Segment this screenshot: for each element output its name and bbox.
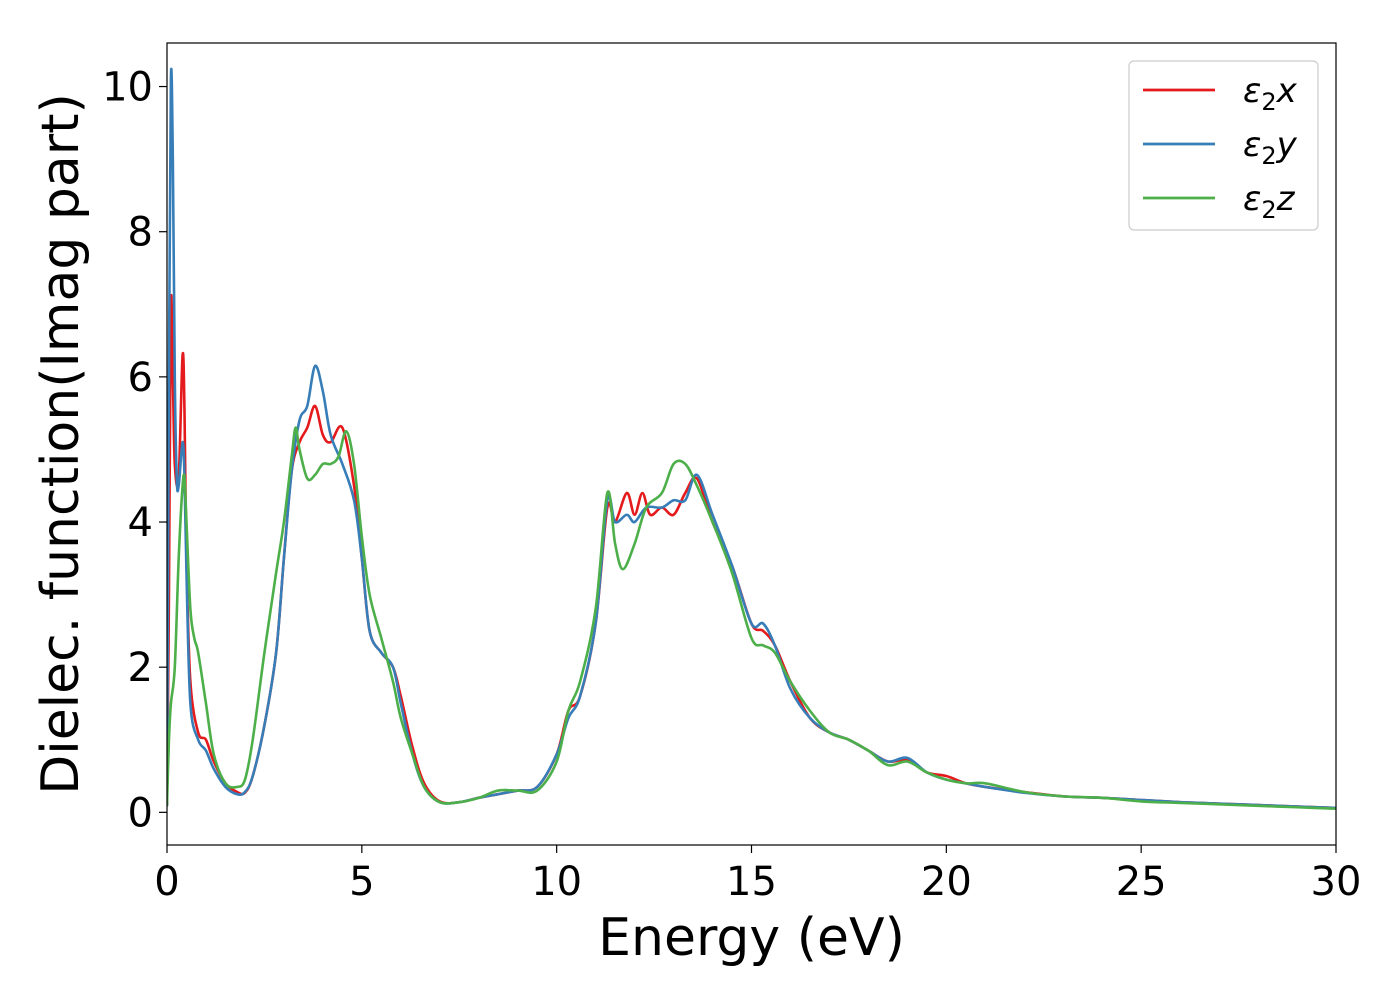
legend-label-subscript: 2 bbox=[1261, 196, 1276, 224]
x-tick-label: 5 bbox=[349, 859, 374, 905]
legend-label-z: ε2z bbox=[1243, 179, 1296, 224]
x-tick-label: 0 bbox=[154, 859, 179, 905]
y-tick-label: 6 bbox=[128, 355, 153, 401]
legend-label-y: ε2y bbox=[1243, 125, 1298, 170]
legend-label-subscript: 2 bbox=[1261, 88, 1276, 116]
legend-label-x: ε2x bbox=[1243, 71, 1298, 116]
y-tick-label: 0 bbox=[128, 790, 153, 836]
x-tick-label: 25 bbox=[1116, 859, 1167, 905]
x-tick-label: 15 bbox=[726, 859, 777, 905]
x-tick-label: 20 bbox=[921, 859, 972, 905]
y-tick-label: 10 bbox=[102, 65, 153, 111]
x-axis-title: Energy (eV) bbox=[598, 908, 905, 968]
legend-label-variable: z bbox=[1276, 179, 1296, 219]
y-tick-label: 8 bbox=[128, 210, 153, 256]
y-axis-title: Dielec. function(Imag part) bbox=[31, 93, 91, 795]
legend-box bbox=[1128, 60, 1319, 231]
legend-label-subscript: 2 bbox=[1261, 142, 1276, 170]
y-tick-label: 2 bbox=[128, 645, 153, 691]
legend-label-variable: y bbox=[1276, 125, 1298, 165]
ticks-layer: 0 5 10 15 20 25 30 0 2 4 6 8 10 bbox=[102, 65, 1361, 905]
legend-label-base: ε bbox=[1243, 125, 1261, 165]
x-tick-label: 10 bbox=[531, 859, 582, 905]
series-layer bbox=[167, 67, 1336, 811]
legend-label-base: ε bbox=[1243, 179, 1261, 219]
x-tick-label: 30 bbox=[1311, 859, 1362, 905]
legend-label-base: ε bbox=[1243, 71, 1261, 111]
series-line-z bbox=[167, 426, 1336, 811]
series-line-x bbox=[167, 294, 1336, 810]
legend-label-variable: x bbox=[1276, 71, 1298, 111]
y-tick-label: 4 bbox=[128, 500, 153, 546]
